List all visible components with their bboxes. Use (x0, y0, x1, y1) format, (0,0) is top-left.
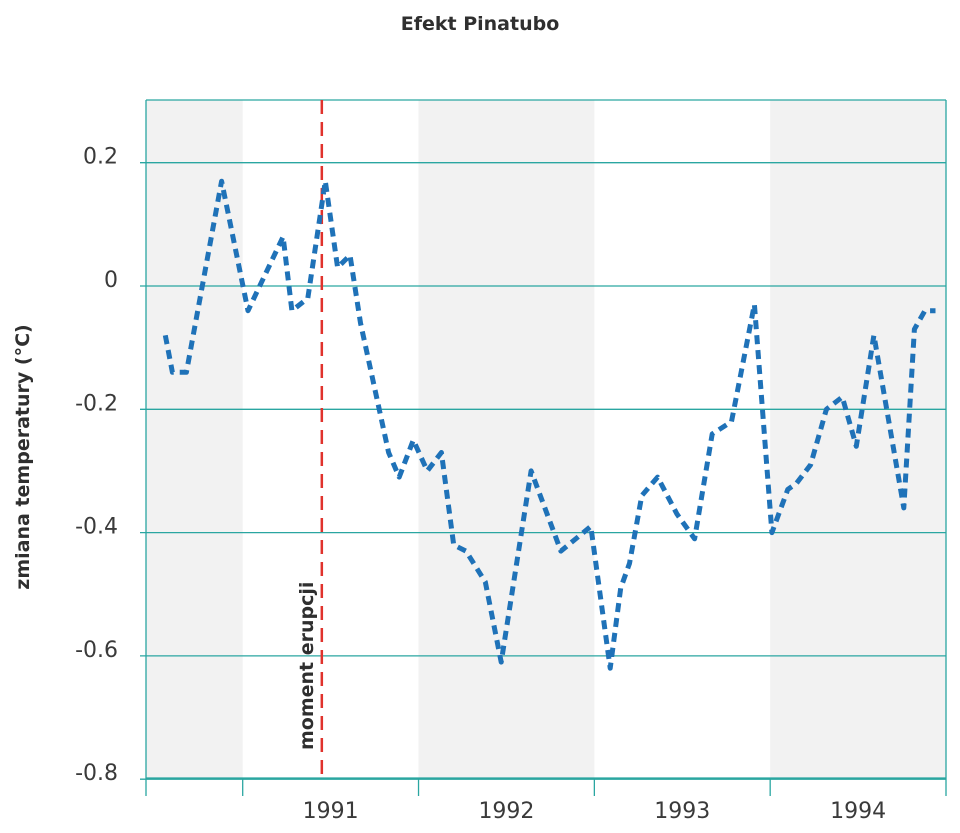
y-axis-ticks: 0.2 0 -0.2 -0.4 -0.6 -0.8 (75, 145, 118, 787)
gridlines (140, 162, 946, 780)
y-axis-label: zmiana temperatury (°C) (12, 324, 34, 589)
y-tick-label: 0.2 (83, 145, 118, 170)
x-tick-label: 1993 (654, 799, 710, 824)
year-band-4 (770, 100, 946, 778)
y-tick-label: -0.6 (75, 638, 118, 663)
plot-frame (145, 99, 947, 779)
x-axis-ticks: 1991 1992 1993 1994 (145, 778, 947, 824)
y-tick-label: -0.4 (75, 515, 118, 540)
x-tick-label: 1992 (478, 799, 534, 824)
series-layer (162, 178, 936, 671)
y-tick-label: 0 (104, 268, 118, 293)
x-tick-label: 1991 (303, 799, 359, 824)
eruption-label: moment erupcji (296, 582, 318, 750)
eruption-marker: moment erupcji (296, 100, 324, 778)
y-tick-label: -0.2 (75, 391, 118, 416)
y-tick-label: -0.8 (75, 761, 118, 786)
year-band-2 (418, 100, 595, 778)
series-line (162, 178, 936, 671)
chart-title: Efekt Pinatubo (401, 13, 560, 35)
year-bands (146, 100, 946, 778)
year-band-0 (146, 100, 243, 778)
x-tick-label: 1994 (830, 799, 886, 824)
